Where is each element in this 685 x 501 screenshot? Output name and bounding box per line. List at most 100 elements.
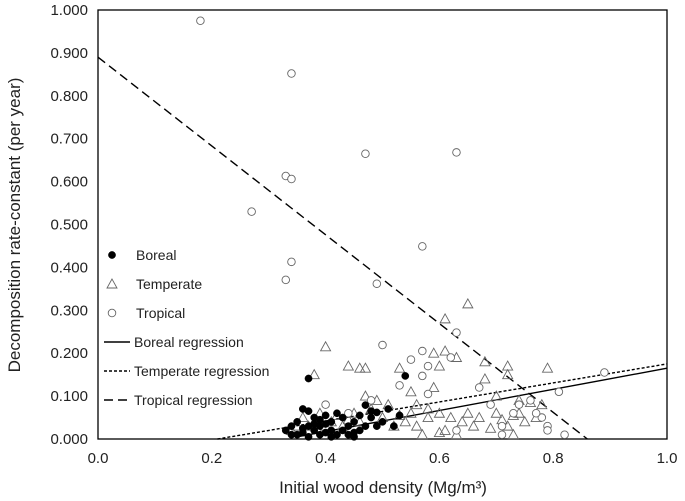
data-point-temperate (507, 428, 520, 440)
data-point-tropical (452, 426, 461, 435)
data-point-boreal (316, 415, 324, 424)
data-point-temperate (359, 362, 372, 373)
y-tick-label: 0.400 (50, 259, 88, 276)
y-tick-label: 0.900 (50, 45, 88, 62)
data-point-temperate (353, 362, 366, 373)
data-point-boreal (355, 426, 364, 435)
data-point-boreal (390, 422, 398, 430)
data-point-temperate (450, 428, 463, 440)
x-axis-title: Initial wood density (Mg/m³) (279, 478, 487, 497)
y-tick-label: 0.500 (50, 217, 88, 234)
data-point-boreal (372, 422, 381, 430)
legend-label: Boreal regression (134, 334, 244, 350)
data-point-temperate (427, 347, 440, 358)
data-point-tropical (366, 396, 376, 405)
y-tick-label: 0.600 (50, 174, 88, 191)
data-point-temperate (518, 415, 531, 427)
data-point-tropical (281, 275, 291, 285)
data-point-tropical (247, 207, 256, 216)
data-point-tropical (423, 361, 433, 371)
data-point-temperate (541, 362, 554, 373)
data-point-tropical (537, 413, 547, 422)
data-point-boreal (298, 405, 307, 413)
data-point-tropical (486, 400, 495, 409)
data-point-tropical (406, 355, 416, 364)
data-point-temperate (410, 420, 423, 431)
data-point-tropical (395, 381, 404, 390)
x-tick-label: 0.2 (201, 450, 222, 467)
data-point-tropical (372, 279, 382, 288)
data-point-boreal (361, 422, 370, 430)
data-point-tropical (514, 400, 524, 409)
legend-label: Temperate (136, 276, 202, 292)
y-tick-label: 0.800 (50, 88, 88, 105)
data-point-boreal (344, 422, 353, 430)
data-point-tropical (287, 69, 296, 78)
legend-label: Temperate regression (134, 363, 269, 379)
data-point-temperate (501, 368, 514, 380)
data-point-boreal (327, 433, 336, 441)
data-point-temperate (342, 360, 355, 371)
data-point-temperate (536, 398, 548, 410)
data-point-boreal (338, 426, 347, 435)
data-point-temperate (445, 411, 457, 422)
data-point-tropical (554, 387, 564, 397)
data-point-temperate (359, 390, 372, 401)
x-tick-label: 0.0 (88, 450, 109, 467)
data-point-temperate (467, 420, 480, 431)
data-point-boreal (355, 411, 364, 420)
data-point-temperate (422, 411, 434, 422)
legend-label: Tropical regression (134, 392, 253, 408)
data-point-tropical (560, 430, 569, 439)
data-point-boreal (384, 405, 393, 413)
data-point-tropical (497, 430, 507, 439)
legend-label: Tropical (136, 305, 185, 321)
data-point-boreal (298, 424, 307, 433)
data-point-boreal (361, 401, 370, 409)
data-point-tropical (497, 421, 507, 431)
data-point-tropical (287, 257, 296, 267)
data-point-boreal (310, 420, 319, 428)
plot-area-border (97, 9, 668, 440)
data-point-boreal (338, 413, 347, 422)
data-point-boreal (287, 430, 296, 439)
data-point-boreal (287, 422, 296, 430)
data-point-tropical (526, 396, 535, 405)
y-tick-label: 0.100 (50, 388, 88, 405)
x-tick-label: 1.0 (657, 450, 678, 467)
y-tick-label: 0.000 (50, 431, 88, 448)
data-point-tropical (452, 328, 461, 337)
data-point-temperate (433, 360, 446, 371)
x-tick-label: 0.8 (543, 450, 564, 467)
data-point-temperate (439, 424, 451, 435)
data-point-tropical (418, 242, 427, 251)
data-point-temperate (399, 415, 412, 427)
data-point-tropical (474, 383, 484, 392)
data-point-tropical (196, 16, 205, 25)
data-point-tropical (321, 400, 330, 409)
data-point-boreal (321, 420, 330, 428)
data-point-temperate (439, 345, 451, 356)
legend-label: Boreal (136, 247, 176, 263)
data-point-tropical (446, 353, 456, 362)
data-point-temperate (462, 407, 474, 418)
data-point-temperate (479, 355, 491, 367)
data-point-boreal (367, 407, 375, 415)
data-point-tropical (452, 148, 461, 157)
data-point-boreal (281, 426, 290, 435)
data-point-boreal (401, 372, 410, 380)
data-point-boreal (304, 433, 313, 441)
data-point-tropical (423, 389, 433, 399)
data-point-tropical (418, 346, 427, 356)
data-point-tropical (287, 174, 296, 184)
data-point-boreal (367, 413, 375, 422)
x-tick-label: 0.4 (315, 450, 336, 467)
data-point-tropical (531, 409, 541, 418)
data-point-temperate (484, 422, 497, 433)
data-point-boreal (350, 433, 358, 441)
y-tick-label: 0.300 (50, 302, 88, 319)
data-point-temperate (308, 368, 320, 380)
regression-line-tropical (97, 56, 588, 440)
data-point-temperate (462, 297, 474, 309)
